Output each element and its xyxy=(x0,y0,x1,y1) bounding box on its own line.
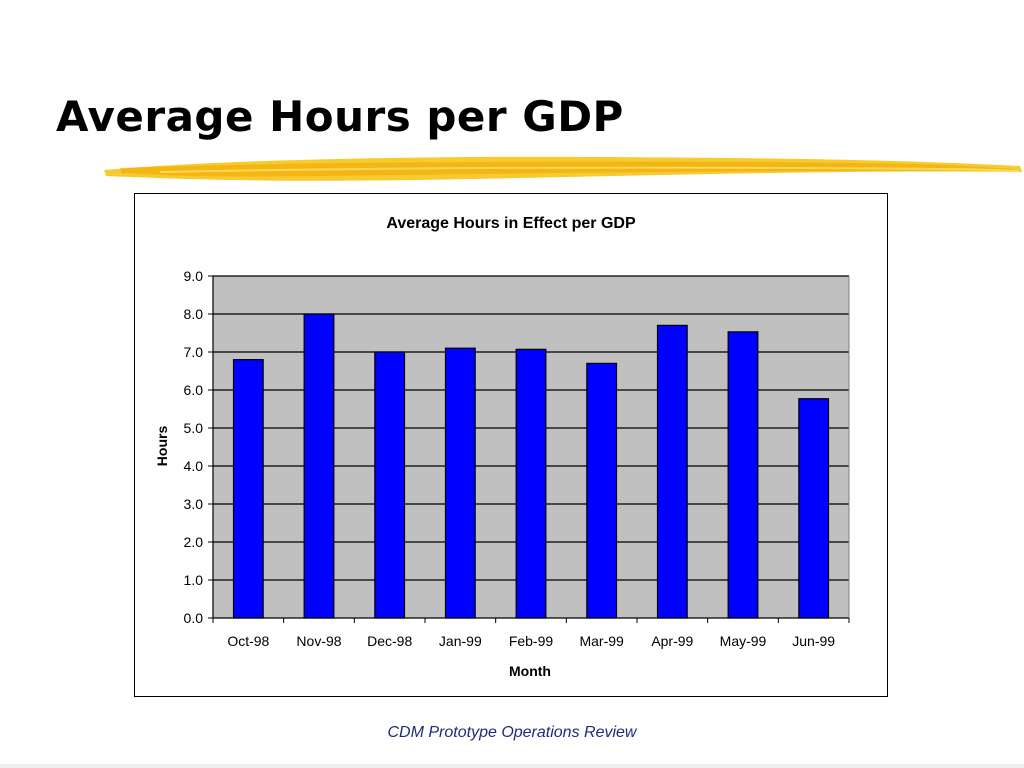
y-tick-label: 9.0 xyxy=(184,268,204,284)
bar-mar-99 xyxy=(586,362,618,619)
x-tick-label: Jan-99 xyxy=(439,633,482,649)
chart-title: Average Hours in Effect per GDP xyxy=(386,215,636,232)
bar-nov-98 xyxy=(303,313,335,619)
y-axis-label: Hours xyxy=(154,426,170,467)
x-tick-labels: Oct-98 Nov-98 Dec-98 Jan-99 Feb-99 Mar-99 Apr-… xyxy=(227,633,835,649)
y-tick-label: 0.0 xyxy=(184,610,204,626)
slide-title: Average Hours per GDP xyxy=(56,92,624,141)
y-tick-label: 1.0 xyxy=(184,572,204,588)
bar-apr-99 xyxy=(656,324,688,619)
x-tick-label: Feb-99 xyxy=(509,633,554,649)
y-tick-label: 2.0 xyxy=(184,534,204,550)
bar-may-99 xyxy=(727,331,759,619)
x-tick-label: Apr-99 xyxy=(651,633,693,649)
bar-chart: Average Hours in Effect per GDP 0.0 1.0 2.… xyxy=(154,215,850,679)
bar-jan-99 xyxy=(444,347,476,619)
slide-footer: CDM Prototype Operations Review xyxy=(387,724,637,741)
bar-jun-99 xyxy=(798,398,830,619)
chart-frame: Average Hours in Effect per GDP 0.0 1.0 2.… xyxy=(134,193,888,697)
x-tick-label: Jun-99 xyxy=(792,633,835,649)
y-tick-label: 7.0 xyxy=(184,344,204,360)
x-tick-label: May-99 xyxy=(720,633,767,649)
x-tick-label: Nov-98 xyxy=(296,633,341,649)
y-tick-label: 5.0 xyxy=(184,420,204,436)
axes xyxy=(208,275,850,623)
y-tick-label: 3.0 xyxy=(184,496,204,512)
y-tick-labels: 0.0 1.0 2.0 3.0 4.0 5.0 6.0 7.0 8.0 9.0 xyxy=(184,268,204,626)
bottom-rule xyxy=(0,764,1024,768)
x-axis-label: Month xyxy=(509,663,551,679)
bar-oct-98 xyxy=(232,359,264,619)
y-tick-label: 8.0 xyxy=(184,306,204,322)
x-tick-label: Dec-98 xyxy=(367,633,412,649)
y-tick-label: 4.0 xyxy=(184,458,204,474)
bar-dec-98 xyxy=(374,351,406,619)
bars xyxy=(232,313,830,619)
bar-feb-99 xyxy=(515,348,547,619)
title-highlight-stroke xyxy=(104,156,1022,181)
x-tick-label: Oct-98 xyxy=(227,633,269,649)
x-tick-label: Mar-99 xyxy=(579,633,624,649)
y-tick-label: 6.0 xyxy=(184,382,204,398)
